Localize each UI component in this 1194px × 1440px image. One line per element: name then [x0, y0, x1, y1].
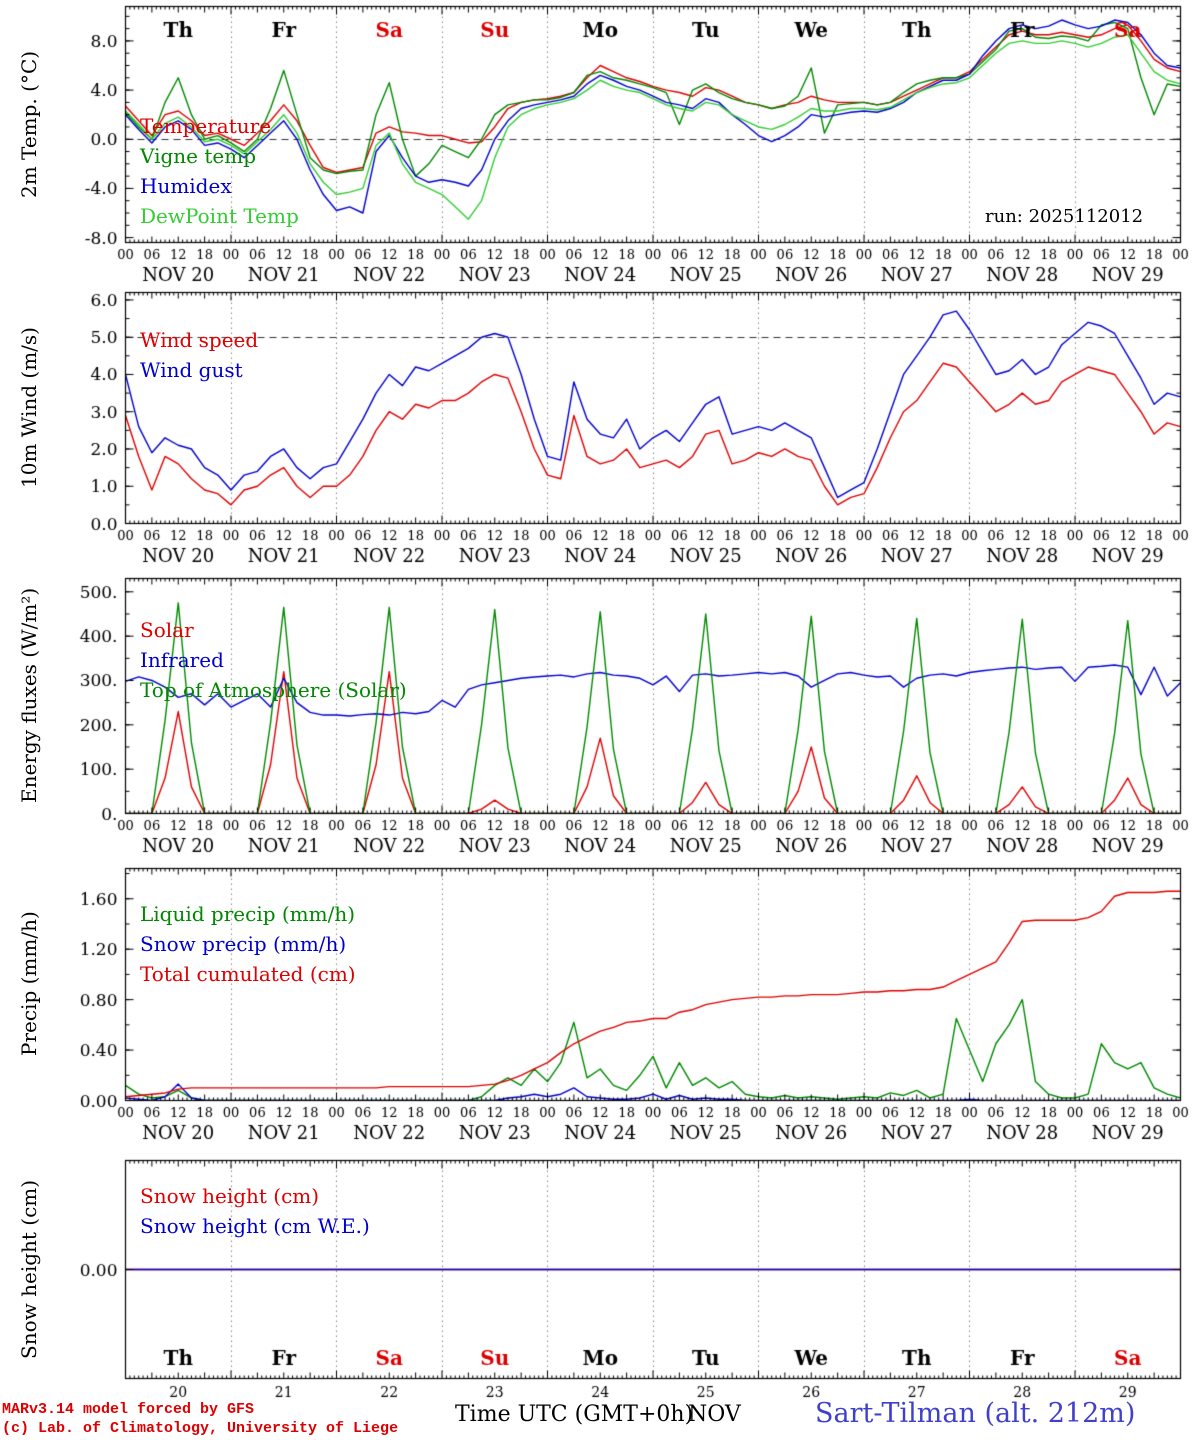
footer-lab-credit: (c) Lab. of Climatology, University of L… — [2, 1420, 399, 1437]
run-label: run: 2025112012 — [985, 206, 1144, 227]
legend-wind-speed: Wind speed — [140, 328, 259, 352]
legend-total-cumulated: Total cumulated (cm) — [140, 962, 356, 986]
legend-dewpoint-temp: DewPoint Temp — [140, 204, 299, 228]
legend-vigne-temp: Vigne temp — [140, 144, 257, 168]
legend-humidex: Humidex — [140, 174, 232, 198]
legend-infrared: Infrared — [140, 648, 224, 672]
legend-liquid-precip: Liquid precip (mm/h) — [140, 902, 356, 926]
footer-station-label: Sart-Tilman (alt. 212m) — [815, 1398, 1136, 1429]
y-axis-title-energy: Energy fluxes (W/m²) — [17, 587, 41, 804]
footer-time-axis-label: Time UTC (GMT+0h) — [455, 1402, 694, 1427]
footer-month-label: NOV — [688, 1402, 741, 1427]
legend-snow-height: Snow height (cm) — [140, 1184, 320, 1208]
legend-toa-solar: Top of Atmosphere (Solar) — [140, 678, 407, 702]
y-axis-title-precip: Precip (mm/h) — [17, 911, 41, 1057]
legend-wind-gust: Wind gust — [140, 358, 243, 382]
y-axis-title-temperature: 2m Temp. (°C) — [17, 50, 41, 198]
legend-snow-height-we: Snow height (cm W.E.) — [140, 1214, 370, 1238]
legend-snow-precip: Snow precip (mm/h) — [140, 932, 347, 956]
legend-temperature: Temperature — [140, 114, 272, 138]
y-axis-title-snow: Snow height (cm) — [17, 1179, 41, 1359]
footer-model-credit: MARv3.14 model forced by GFS — [2, 1401, 255, 1418]
legend-solar: Solar — [140, 618, 194, 642]
y-axis-title-wind: 10m Wind (m/s) — [17, 327, 41, 488]
